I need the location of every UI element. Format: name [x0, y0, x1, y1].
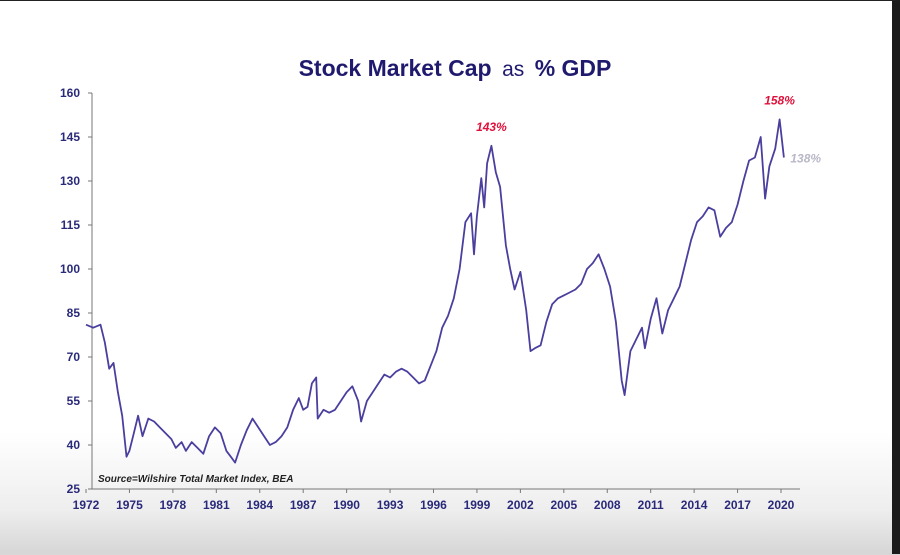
x-tick-label: 2011 — [638, 498, 664, 512]
x-tick-label: 1999 — [464, 498, 491, 512]
source-note: Source=Wilshire Total Market Index, BEA — [98, 474, 293, 485]
x-tick-label: 2008 — [594, 498, 621, 512]
annotation-label: 158% — [764, 93, 795, 107]
x-tick-label: 1993 — [377, 498, 404, 512]
title-part-1: Stock Market Cap — [299, 55, 492, 81]
annotation-label: 143% — [476, 120, 507, 134]
annotations-layer: 143% 158% 138% — [476, 93, 821, 165]
y-tick-label: 70 — [67, 350, 81, 364]
y-tick-label: 160 — [60, 86, 80, 100]
x-tick-label: 1996 — [420, 498, 447, 512]
x-tick-label: 2005 — [550, 498, 577, 512]
y-tick-label: 25 — [67, 482, 81, 496]
title-part-2: as — [502, 58, 524, 81]
x-tick-label: 2017 — [724, 498, 751, 512]
y-tick-label: 55 — [67, 394, 81, 408]
chart-title: Stock Market Cap as % GDP — [299, 55, 612, 81]
x-tick-label: 1975 — [116, 498, 143, 512]
annotation-label: 138% — [790, 152, 821, 166]
y-tick-label: 40 — [67, 438, 81, 452]
x-tick-label: 1987 — [290, 498, 317, 512]
x-tick-label: 1981 — [203, 498, 230, 512]
x-tick-label: 2020 — [768, 498, 795, 512]
y-tick-label: 85 — [67, 306, 81, 320]
title-part-3: % GDP — [535, 55, 612, 81]
x-tick-label: 2014 — [681, 498, 708, 512]
series-layer — [85, 118, 785, 464]
y-tick-label: 115 — [61, 218, 81, 232]
x-tick-label: 1990 — [333, 498, 360, 512]
x-axis: 1972 1975 1978 1981 1984 1987 1990 1993 1996 1999… — [73, 488, 800, 512]
y-axis: 160 145 130 115 100 85 70 55 40 25 — [60, 86, 93, 496]
y-tick-label: 100 — [60, 262, 80, 276]
y-tick-label: 130 — [60, 174, 80, 188]
x-tick-label: 1984 — [246, 498, 273, 512]
x-tick-label: 2002 — [507, 498, 534, 512]
y-tick-label: 145 — [60, 130, 80, 144]
series-line-0 — [85, 118, 785, 464]
x-tick-label: 1972 — [73, 498, 100, 512]
x-tick-label: 1978 — [160, 498, 187, 512]
